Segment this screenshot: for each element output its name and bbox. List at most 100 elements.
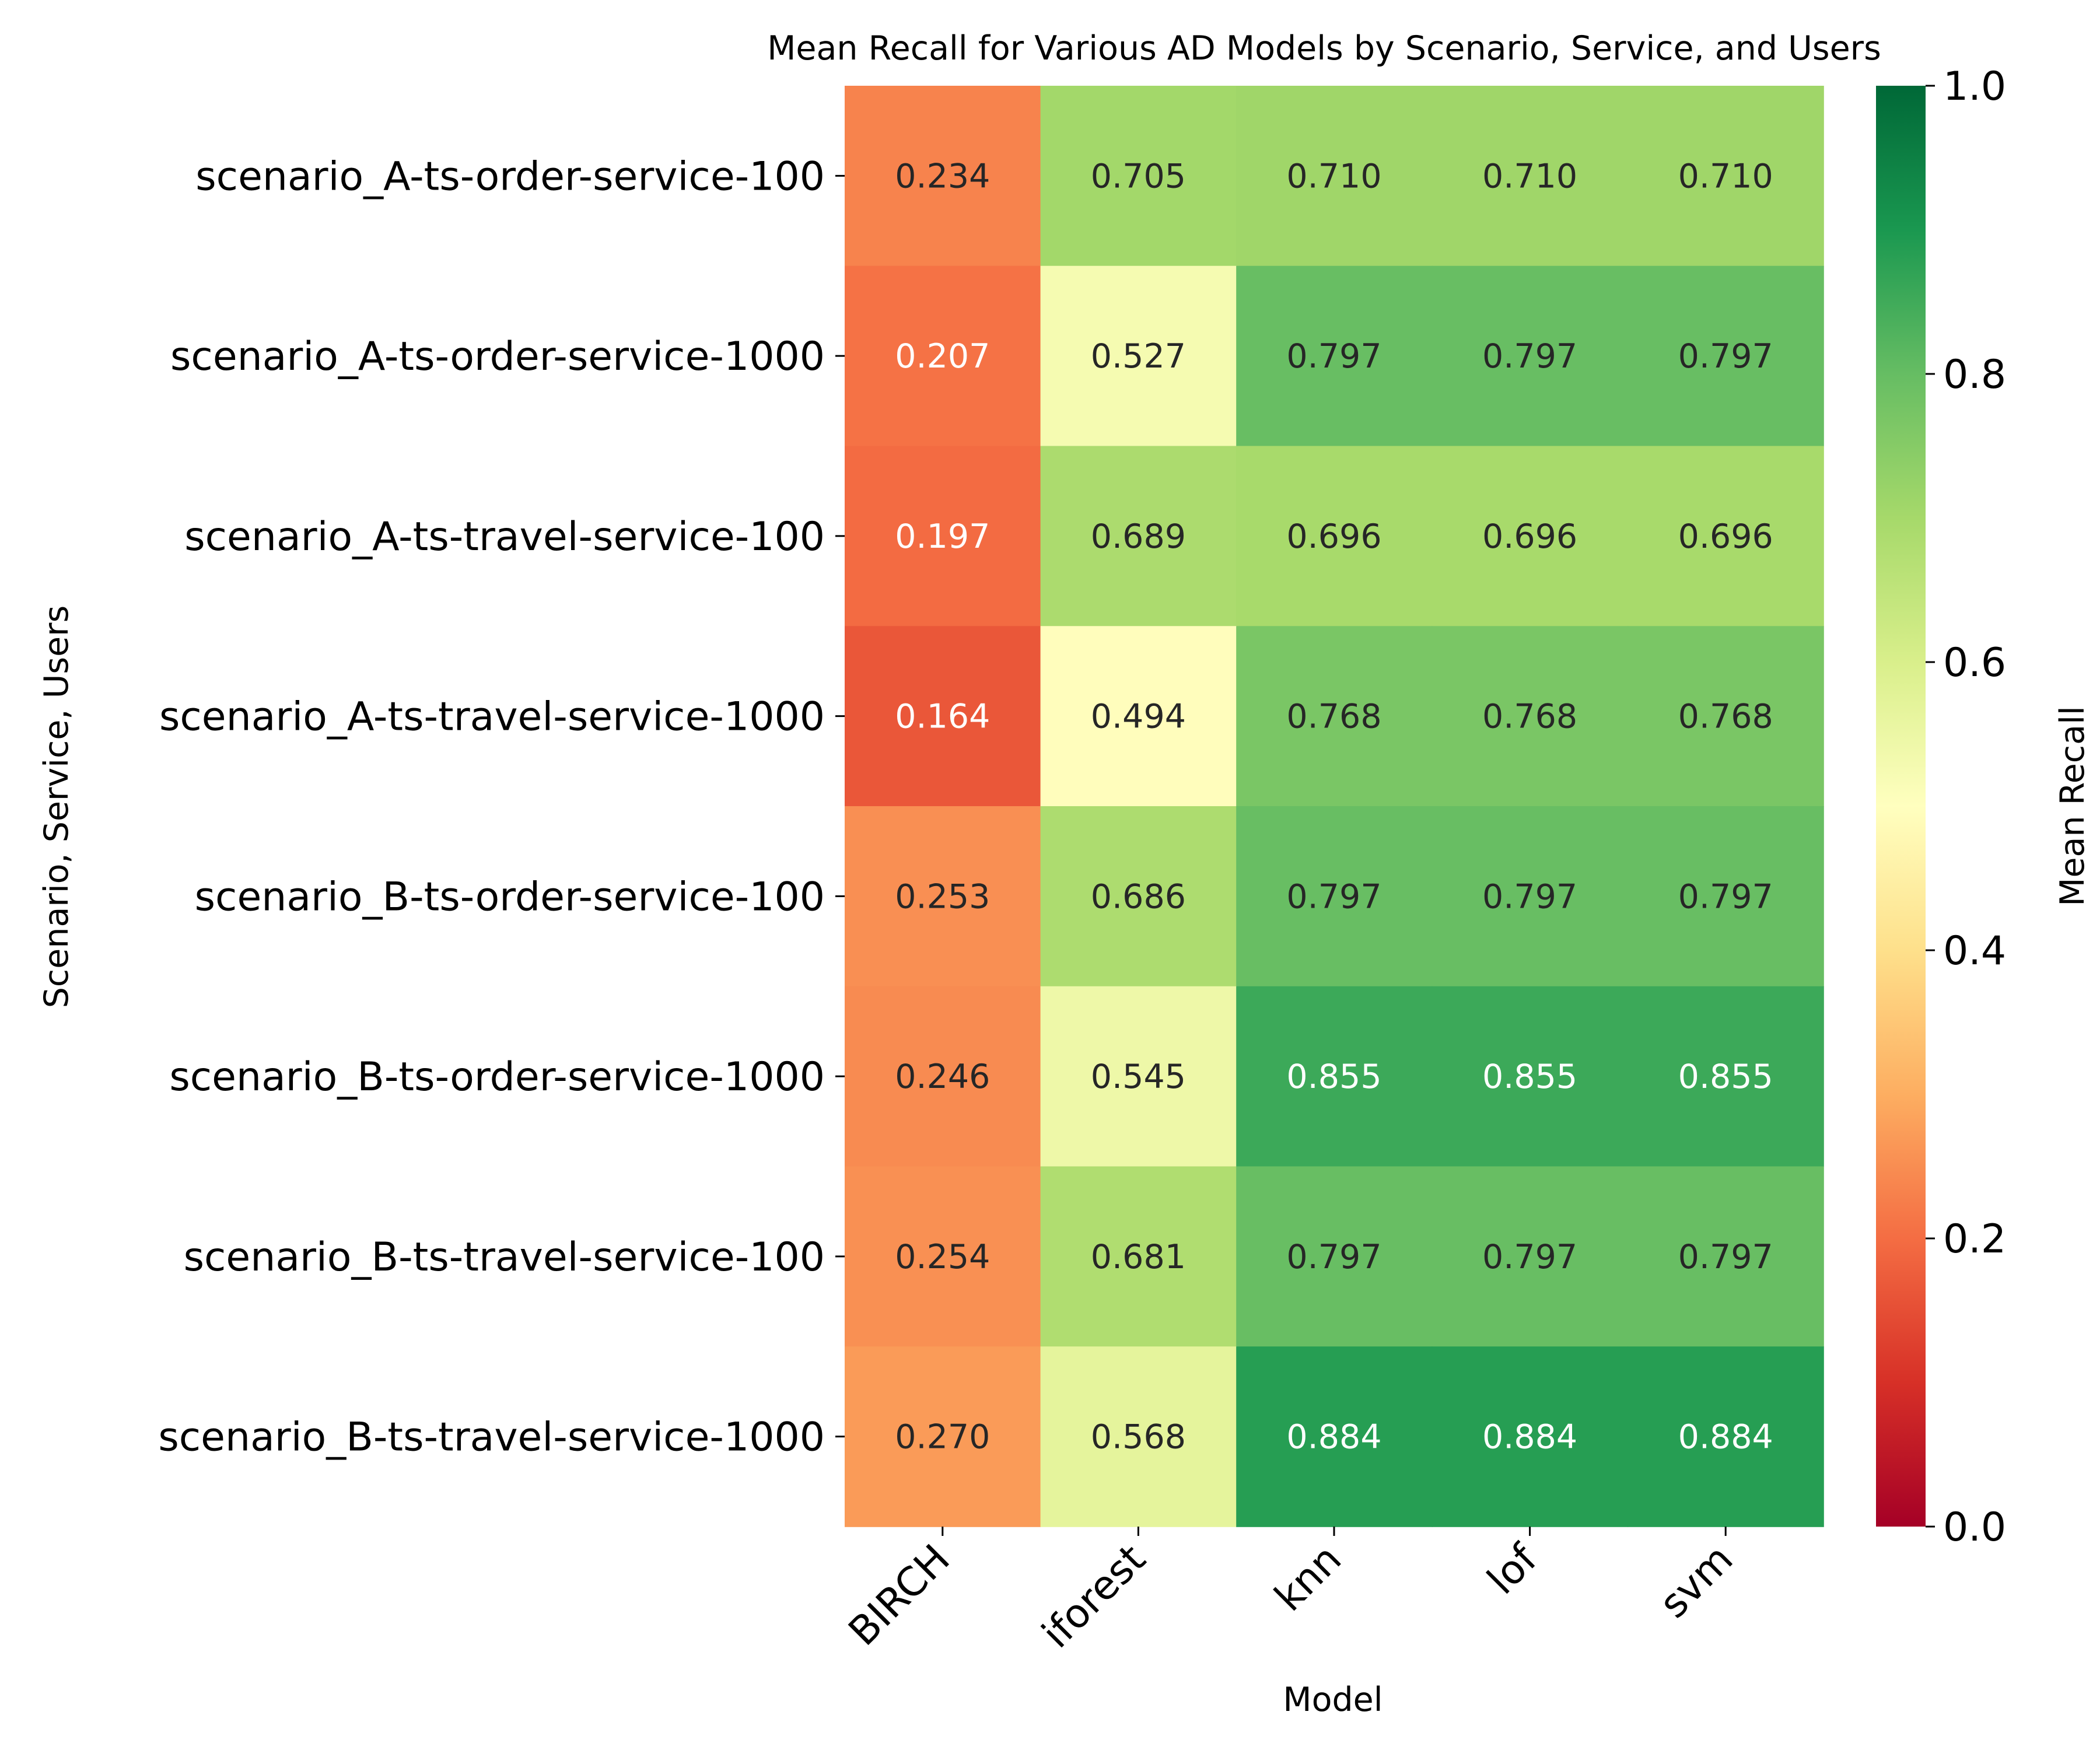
heatmap-cell — [1628, 1166, 1824, 1348]
cell-value-label: 0.696 — [1286, 517, 1381, 556]
colorbar-tick-label: 0.6 — [1943, 640, 2006, 686]
heatmap-cell — [1236, 1166, 1433, 1348]
y-tick-label: scenario_B-ts-order-service-1000 — [169, 1054, 825, 1100]
x-axis-ticks: BIRCH iforest knn lof svm — [840, 1527, 1742, 1657]
cell-value-label: 0.797 — [1678, 1238, 1773, 1276]
colorbar — [1876, 86, 1926, 1527]
heatmap-cell — [1040, 626, 1237, 807]
heatmap-cell — [1236, 626, 1433, 807]
colorbar-ticks: 0.0 0.2 0.4 0.6 0.8 1.0 — [1926, 64, 2006, 1550]
heatmap-cell — [1040, 1346, 1237, 1527]
heatmap-cell — [1432, 1346, 1629, 1527]
cell-value-label: 0.689 — [1091, 517, 1186, 556]
heatmap-cell — [1432, 626, 1629, 807]
heatmap-cell — [1628, 986, 1824, 1167]
cell-value-label: 0.696 — [1482, 517, 1577, 556]
colorbar-tick-label: 0.0 — [1943, 1504, 2006, 1550]
heatmap-cell — [1236, 446, 1433, 627]
cell-value-label: 0.710 — [1482, 157, 1577, 195]
colorbar-tick-label: 0.4 — [1943, 928, 2006, 974]
cell-value-label: 0.855 — [1678, 1058, 1773, 1096]
cell-value-label: 0.705 — [1091, 157, 1186, 195]
x-tick-label: BIRCH — [840, 1536, 959, 1655]
y-tick-label: scenario_A-ts-order-service-100 — [195, 153, 825, 200]
cell-value-label: 0.797 — [1678, 877, 1773, 916]
heatmap-cell — [1432, 446, 1629, 627]
cell-value-label: 0.164 — [895, 698, 990, 736]
heatmap-cell — [1628, 86, 1824, 267]
cell-value-label: 0.855 — [1482, 1058, 1577, 1096]
cell-value-label: 0.768 — [1286, 698, 1381, 736]
heatmap-cell — [1432, 986, 1629, 1167]
heatmap-cell — [1628, 1346, 1824, 1527]
cell-value-label: 0.254 — [895, 1238, 990, 1276]
x-tick-label: knn — [1266, 1536, 1350, 1620]
heatmap-cell — [845, 626, 1041, 807]
heatmap-cell — [1040, 806, 1237, 987]
colorbar-label: Mean Recall — [2053, 706, 2092, 906]
heatmap-cell — [1236, 265, 1433, 447]
cell-value-label: 0.207 — [895, 337, 990, 376]
heatmap-cell — [1040, 446, 1237, 627]
heatmap-cell — [1236, 86, 1433, 267]
x-tick-label: iforest — [1034, 1536, 1155, 1657]
heatmap-cell — [845, 986, 1041, 1167]
y-tick-label: scenario_B-ts-travel-service-100 — [184, 1234, 825, 1280]
cell-value-label: 0.797 — [1482, 1238, 1577, 1276]
cell-value-label: 0.884 — [1482, 1418, 1577, 1457]
heatmap-cell — [1236, 986, 1433, 1167]
heatmap-cell — [845, 1166, 1041, 1348]
cell-value-label: 0.696 — [1678, 517, 1773, 556]
heatmap-cell — [845, 265, 1041, 447]
heatmap-cells — [845, 86, 1824, 1527]
cell-value-label: 0.797 — [1286, 877, 1381, 916]
heatmap-cell — [845, 806, 1041, 987]
cell-value-label: 0.768 — [1482, 698, 1577, 736]
heatmap-cell — [1040, 1166, 1237, 1348]
heatmap-cell — [845, 86, 1041, 267]
cell-value-label: 0.797 — [1678, 337, 1773, 376]
heatmap-cell — [845, 1346, 1041, 1527]
heatmap-cell — [1628, 626, 1824, 807]
heatmap-cell — [1432, 1166, 1629, 1348]
cell-value-label: 0.710 — [1286, 157, 1381, 195]
cell-value-label: 0.797 — [1286, 1238, 1381, 1276]
heatmap-cell — [845, 446, 1041, 627]
y-tick-label: scenario_A-ts-order-service-1000 — [170, 334, 825, 380]
y-tick-label: scenario_B-ts-travel-service-1000 — [158, 1415, 825, 1461]
colorbar-tick-label: 0.8 — [1943, 352, 2006, 398]
y-tick-label: scenario_A-ts-travel-service-1000 — [159, 694, 825, 740]
cell-value-label: 0.246 — [895, 1058, 990, 1096]
cell-value-label: 0.797 — [1286, 337, 1381, 376]
heatmap-cell — [1040, 265, 1237, 447]
x-tick-label: svm — [1651, 1536, 1742, 1627]
cell-value-label: 0.797 — [1482, 337, 1577, 376]
cell-value-label: 0.527 — [1091, 337, 1186, 376]
heatmap-cell — [1236, 806, 1433, 987]
heatmap-cell — [1628, 265, 1824, 447]
heatmap-cell — [1628, 806, 1824, 987]
heatmap-cell — [1040, 986, 1237, 1167]
colorbar-tick-label: 0.2 — [1943, 1216, 2006, 1262]
heatmap-cell — [1628, 446, 1824, 627]
cell-value-label: 0.768 — [1678, 698, 1773, 736]
heatmap-cell — [1432, 806, 1629, 987]
cell-value-label: 0.855 — [1286, 1058, 1381, 1096]
cell-value-label: 0.710 — [1678, 157, 1773, 195]
chart-title: Mean Recall for Various AD Models by Sce… — [767, 29, 1881, 68]
cell-value-label: 0.494 — [1091, 698, 1186, 736]
heatmap-cell-labels: 0.234 0.705 0.710 0.710 0.710 0.207 0.527 0.797… — [895, 157, 1773, 1456]
heatmap-cell — [1432, 265, 1629, 447]
cell-value-label: 0.797 — [1482, 877, 1577, 916]
x-axis-label: Model — [1283, 1681, 1382, 1719]
cell-value-label: 0.686 — [1091, 877, 1186, 916]
y-axis-ticks: scenario_A-ts-order-service-100 scenario_… — [158, 153, 845, 1461]
cell-value-label: 0.253 — [895, 877, 990, 916]
cell-value-label: 0.884 — [1678, 1418, 1773, 1457]
cell-value-label: 0.234 — [895, 157, 990, 195]
cell-value-label: 0.270 — [895, 1418, 990, 1457]
y-axis-label: Scenario, Service, Users — [37, 606, 76, 1009]
cell-value-label: 0.197 — [895, 517, 990, 556]
cell-value-label: 0.568 — [1091, 1418, 1186, 1457]
